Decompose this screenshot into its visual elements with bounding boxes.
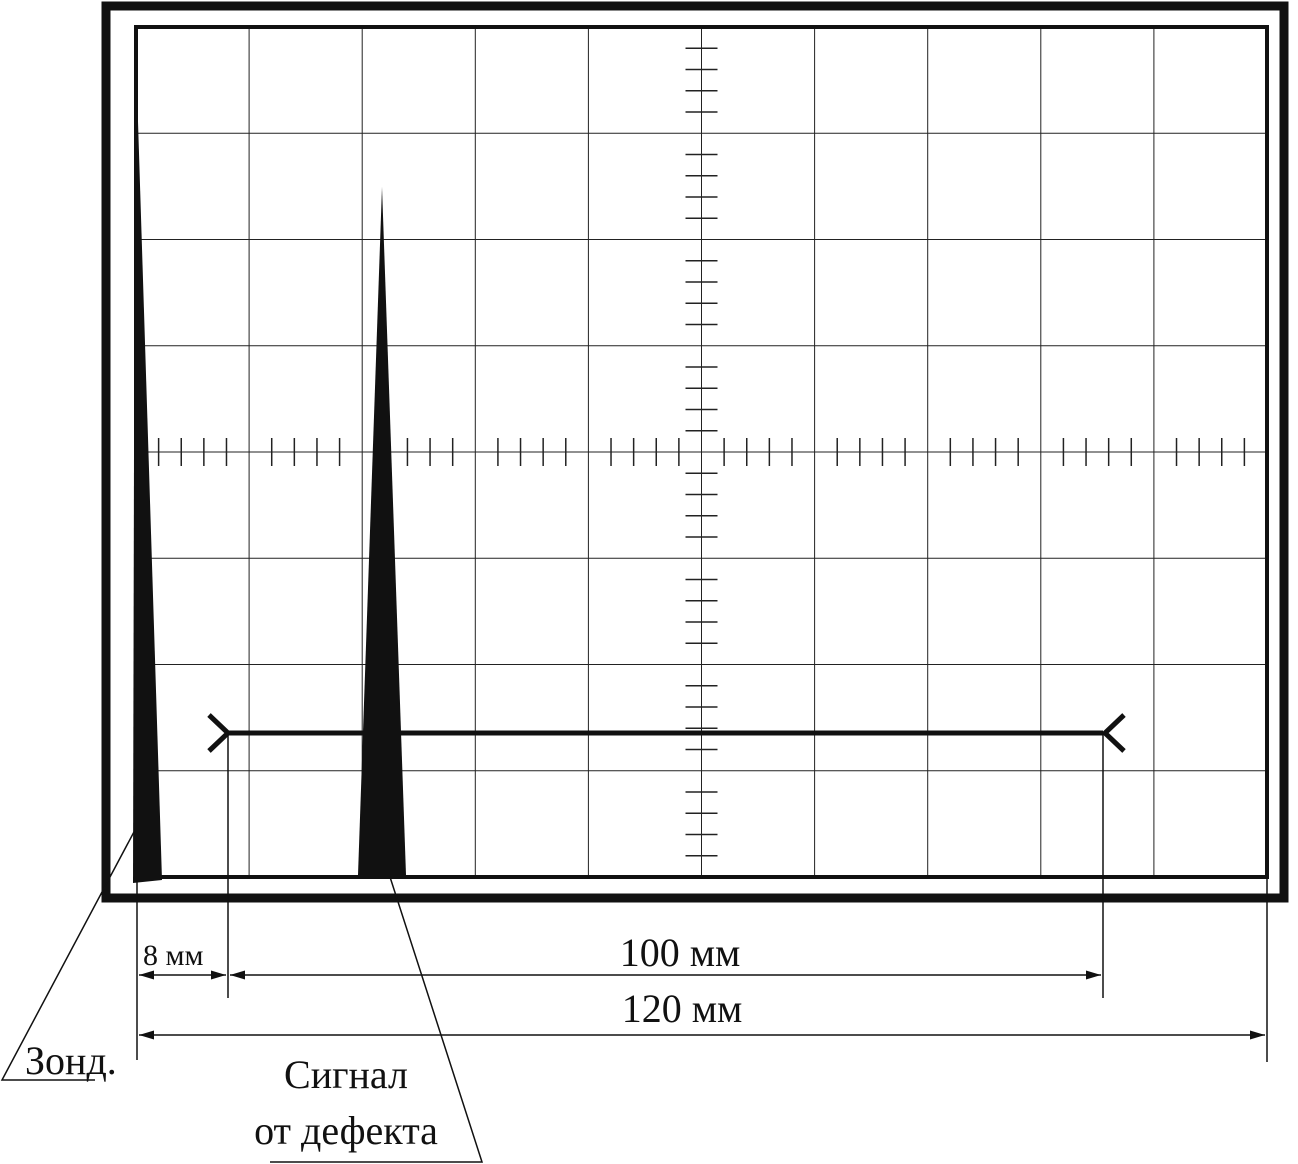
probe-pulse [133, 27, 162, 883]
dim-label: 8 мм [143, 939, 203, 972]
outer-frame [101, 1, 1289, 903]
dim-label: 100 мм [620, 930, 741, 975]
defect-label: Сигнал [284, 1052, 408, 1097]
axis-ticks [157, 47, 1246, 857]
probe-label: Зонд. [25, 1038, 117, 1083]
dim-label: 120 мм [622, 986, 743, 1031]
defect-pulse [358, 187, 406, 875]
dimension-lines [0, 733, 1268, 1163]
defect-label: от дефекта [254, 1108, 438, 1153]
gate-bracket [207, 713, 1126, 753]
